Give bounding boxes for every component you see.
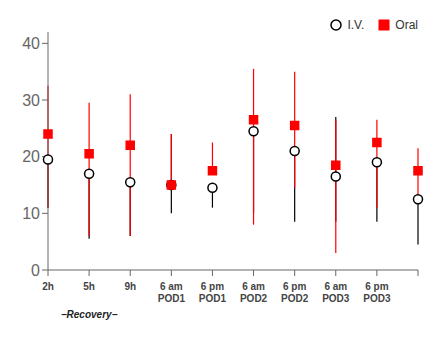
svg-text:10: 10 (22, 205, 40, 222)
svg-text:6 pmPOD2: 6 pmPOD2 (281, 281, 309, 304)
svg-text:6 pmPOD3: 6 pmPOD3 (363, 281, 391, 304)
svg-text:6 amPOD3: 6 amPOD3 (322, 281, 350, 304)
svg-text:2h: 2h (42, 281, 54, 292)
svg-text:40: 40 (22, 35, 40, 52)
svg-text:9h: 9h (124, 281, 136, 292)
svg-text:6 amPOD1: 6 amPOD1 (158, 281, 186, 304)
svg-text:6 pmPOD1: 6 pmPOD1 (199, 281, 227, 304)
svg-text:30: 30 (22, 92, 40, 109)
svg-text:6 amPOD2: 6 amPOD2 (240, 281, 268, 304)
svg-text:5h: 5h (83, 281, 95, 292)
html-text:Oral: Oral (395, 18, 418, 32)
svg-text:−Recovery−: −Recovery− (61, 309, 118, 320)
svg-text:0: 0 (31, 262, 40, 279)
html-text:I.V.: I.V. (347, 18, 365, 32)
svg-text:20: 20 (22, 148, 40, 165)
